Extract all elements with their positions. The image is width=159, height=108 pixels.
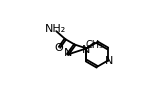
Text: O: O [54, 43, 63, 53]
Text: CH₃: CH₃ [86, 40, 104, 50]
Text: N: N [105, 56, 113, 66]
Text: N: N [82, 45, 90, 55]
Text: NH₂: NH₂ [45, 24, 66, 34]
Text: N: N [63, 48, 72, 58]
